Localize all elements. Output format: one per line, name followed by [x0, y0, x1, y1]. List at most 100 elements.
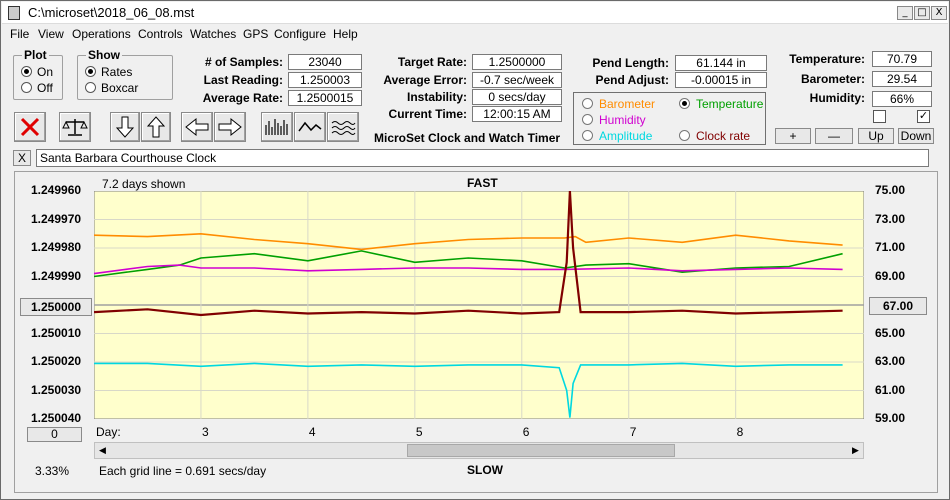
legend-barometer-label: Barometer [599, 97, 656, 111]
series-line-clock-rate [94, 191, 843, 317]
show-group-title: Show [86, 48, 122, 62]
num-samples-value: 23040 [288, 54, 362, 70]
time-scrollbar[interactable]: ◀ ▶ [94, 442, 864, 459]
right-tick-label: 63.00 [875, 354, 906, 368]
show-boxcar-radio[interactable]: Boxcar [85, 81, 138, 95]
legend-amplitude[interactable]: Amplitude [582, 129, 652, 143]
plot-on-label: On [37, 65, 54, 79]
target-rate-value: 1.2500000 [472, 54, 562, 70]
arrow-up-button[interactable] [141, 112, 171, 142]
menu-bar: File View Operations Controls Watches GP… [2, 25, 948, 43]
close-button[interactable]: X [931, 6, 947, 20]
left-tick-label: 1.250030 [31, 382, 82, 397]
series-line-humidity [94, 264, 843, 275]
histogram-button[interactable] [261, 112, 293, 142]
barometer-label: Barometer: [800, 72, 865, 86]
radio-selected-icon [85, 66, 96, 77]
right-tick-label: 73.00 [875, 211, 906, 226]
barometer-value: 29.54 [872, 71, 932, 87]
plot-off-radio[interactable]: Off [21, 81, 53, 95]
legend-barometer[interactable]: Barometer [582, 97, 655, 111]
chart-frame [14, 171, 938, 493]
legend-clock-rate[interactable]: Clock rate [679, 129, 750, 143]
show-boxcar-label: Boxcar [101, 81, 139, 95]
checkbox-1[interactable] [873, 110, 886, 123]
show-group: Show Rates Boxcar [77, 48, 173, 100]
left-zero-button[interactable]: 0 [27, 427, 82, 442]
histogram-icon [265, 119, 288, 135]
arrow-left-icon [185, 117, 209, 137]
rate-chart [94, 191, 864, 419]
pend-length-value: 61.144 in [675, 55, 767, 71]
left-tick-label: 1.250010 [31, 325, 82, 340]
right-tick-label: 69.00 [875, 268, 906, 283]
average-error-value: -0.7 sec/week [472, 72, 562, 88]
pend-adjust-label: Pend Adjust: [595, 73, 669, 87]
down-button[interactable]: Down [898, 128, 934, 144]
menu-file[interactable]: File [10, 27, 30, 41]
clock-name-field[interactable]: Santa Barbara Courthouse Clock [36, 149, 929, 167]
plot-group-title: Plot [22, 48, 49, 62]
current-time-label: Current Time: [388, 107, 467, 121]
menu-controls[interactable]: Controls [138, 27, 183, 41]
menu-view[interactable]: View [38, 27, 64, 41]
radio-selected-icon [679, 98, 690, 109]
checkbox-2[interactable]: ✓ [917, 110, 930, 123]
stop-button[interactable] [14, 112, 46, 142]
maximize-button[interactable]: □ [914, 6, 930, 20]
radio-empty-icon [582, 130, 593, 141]
left-center-value-button[interactable]: 1.250000 [20, 298, 92, 316]
menu-gps[interactable]: GPS [243, 27, 269, 41]
series-line-barometer [94, 232, 843, 251]
instability-value: 0 secs/day [472, 89, 562, 105]
red-x-icon [20, 117, 40, 137]
arrow-right-icon [218, 117, 242, 137]
scroll-thumb[interactable] [407, 444, 675, 457]
legend-humidity-label: Humidity [599, 113, 646, 127]
plot-on-radio[interactable]: On [21, 65, 53, 79]
legend-temperature[interactable]: Temperature [679, 97, 763, 111]
arrow-left-button[interactable] [181, 112, 213, 142]
series-legend: Barometer Temperature Humidity Amplitude… [573, 92, 766, 145]
menu-watches[interactable]: Watches [190, 27, 237, 41]
smooth-plot-button[interactable] [327, 112, 359, 142]
menu-help[interactable]: Help [333, 27, 358, 41]
app-icon [8, 6, 20, 20]
temperature-value: 70.79 [872, 51, 932, 67]
x-tick-label: 3 [201, 425, 209, 439]
target-rate-label: Target Rate: [397, 55, 467, 69]
line-plot-button[interactable] [294, 112, 326, 142]
x-tick-label: 5 [415, 425, 423, 439]
up-button[interactable]: Up [858, 128, 894, 144]
show-rates-radio[interactable]: Rates [85, 65, 132, 79]
temperature-label: Temperature: [789, 52, 865, 66]
plus-button[interactable]: + [775, 128, 811, 144]
radio-empty-icon [582, 114, 593, 125]
legend-humidity[interactable]: Humidity [582, 113, 646, 127]
balance-button[interactable] [59, 112, 91, 142]
plot-group: Plot On Off [13, 48, 63, 100]
legend-clock-rate-label: Clock rate [696, 129, 751, 143]
fast-label: FAST [467, 176, 498, 190]
legend-temperature-label: Temperature [696, 97, 764, 111]
radio-empty-icon [21, 82, 32, 93]
instability-label: Instability: [406, 90, 467, 104]
menu-configure[interactable]: Configure [274, 27, 327, 41]
minus-button[interactable]: — [815, 128, 853, 144]
right-center-value-button[interactable]: 67.00 [869, 297, 927, 315]
arrow-down-button[interactable] [110, 112, 140, 142]
x-tick-label: 6 [522, 425, 530, 439]
arrow-right-button[interactable] [214, 112, 246, 142]
last-reading-value: 1.250003 [288, 72, 362, 88]
menu-operations[interactable]: Operations [72, 27, 131, 41]
clear-clock-button[interactable]: X [13, 150, 31, 166]
right-tick-label: 75.00 [875, 183, 906, 197]
humidity-value: 66% [872, 91, 932, 107]
last-reading-label: Last Reading: [203, 73, 283, 87]
minimize-button[interactable]: _ [897, 6, 913, 20]
average-rate-value: 1.2500015 [288, 90, 362, 106]
line-wave-icon [298, 121, 322, 132]
scroll-left-icon[interactable]: ◀ [99, 445, 106, 455]
scroll-right-icon[interactable]: ▶ [852, 445, 859, 455]
